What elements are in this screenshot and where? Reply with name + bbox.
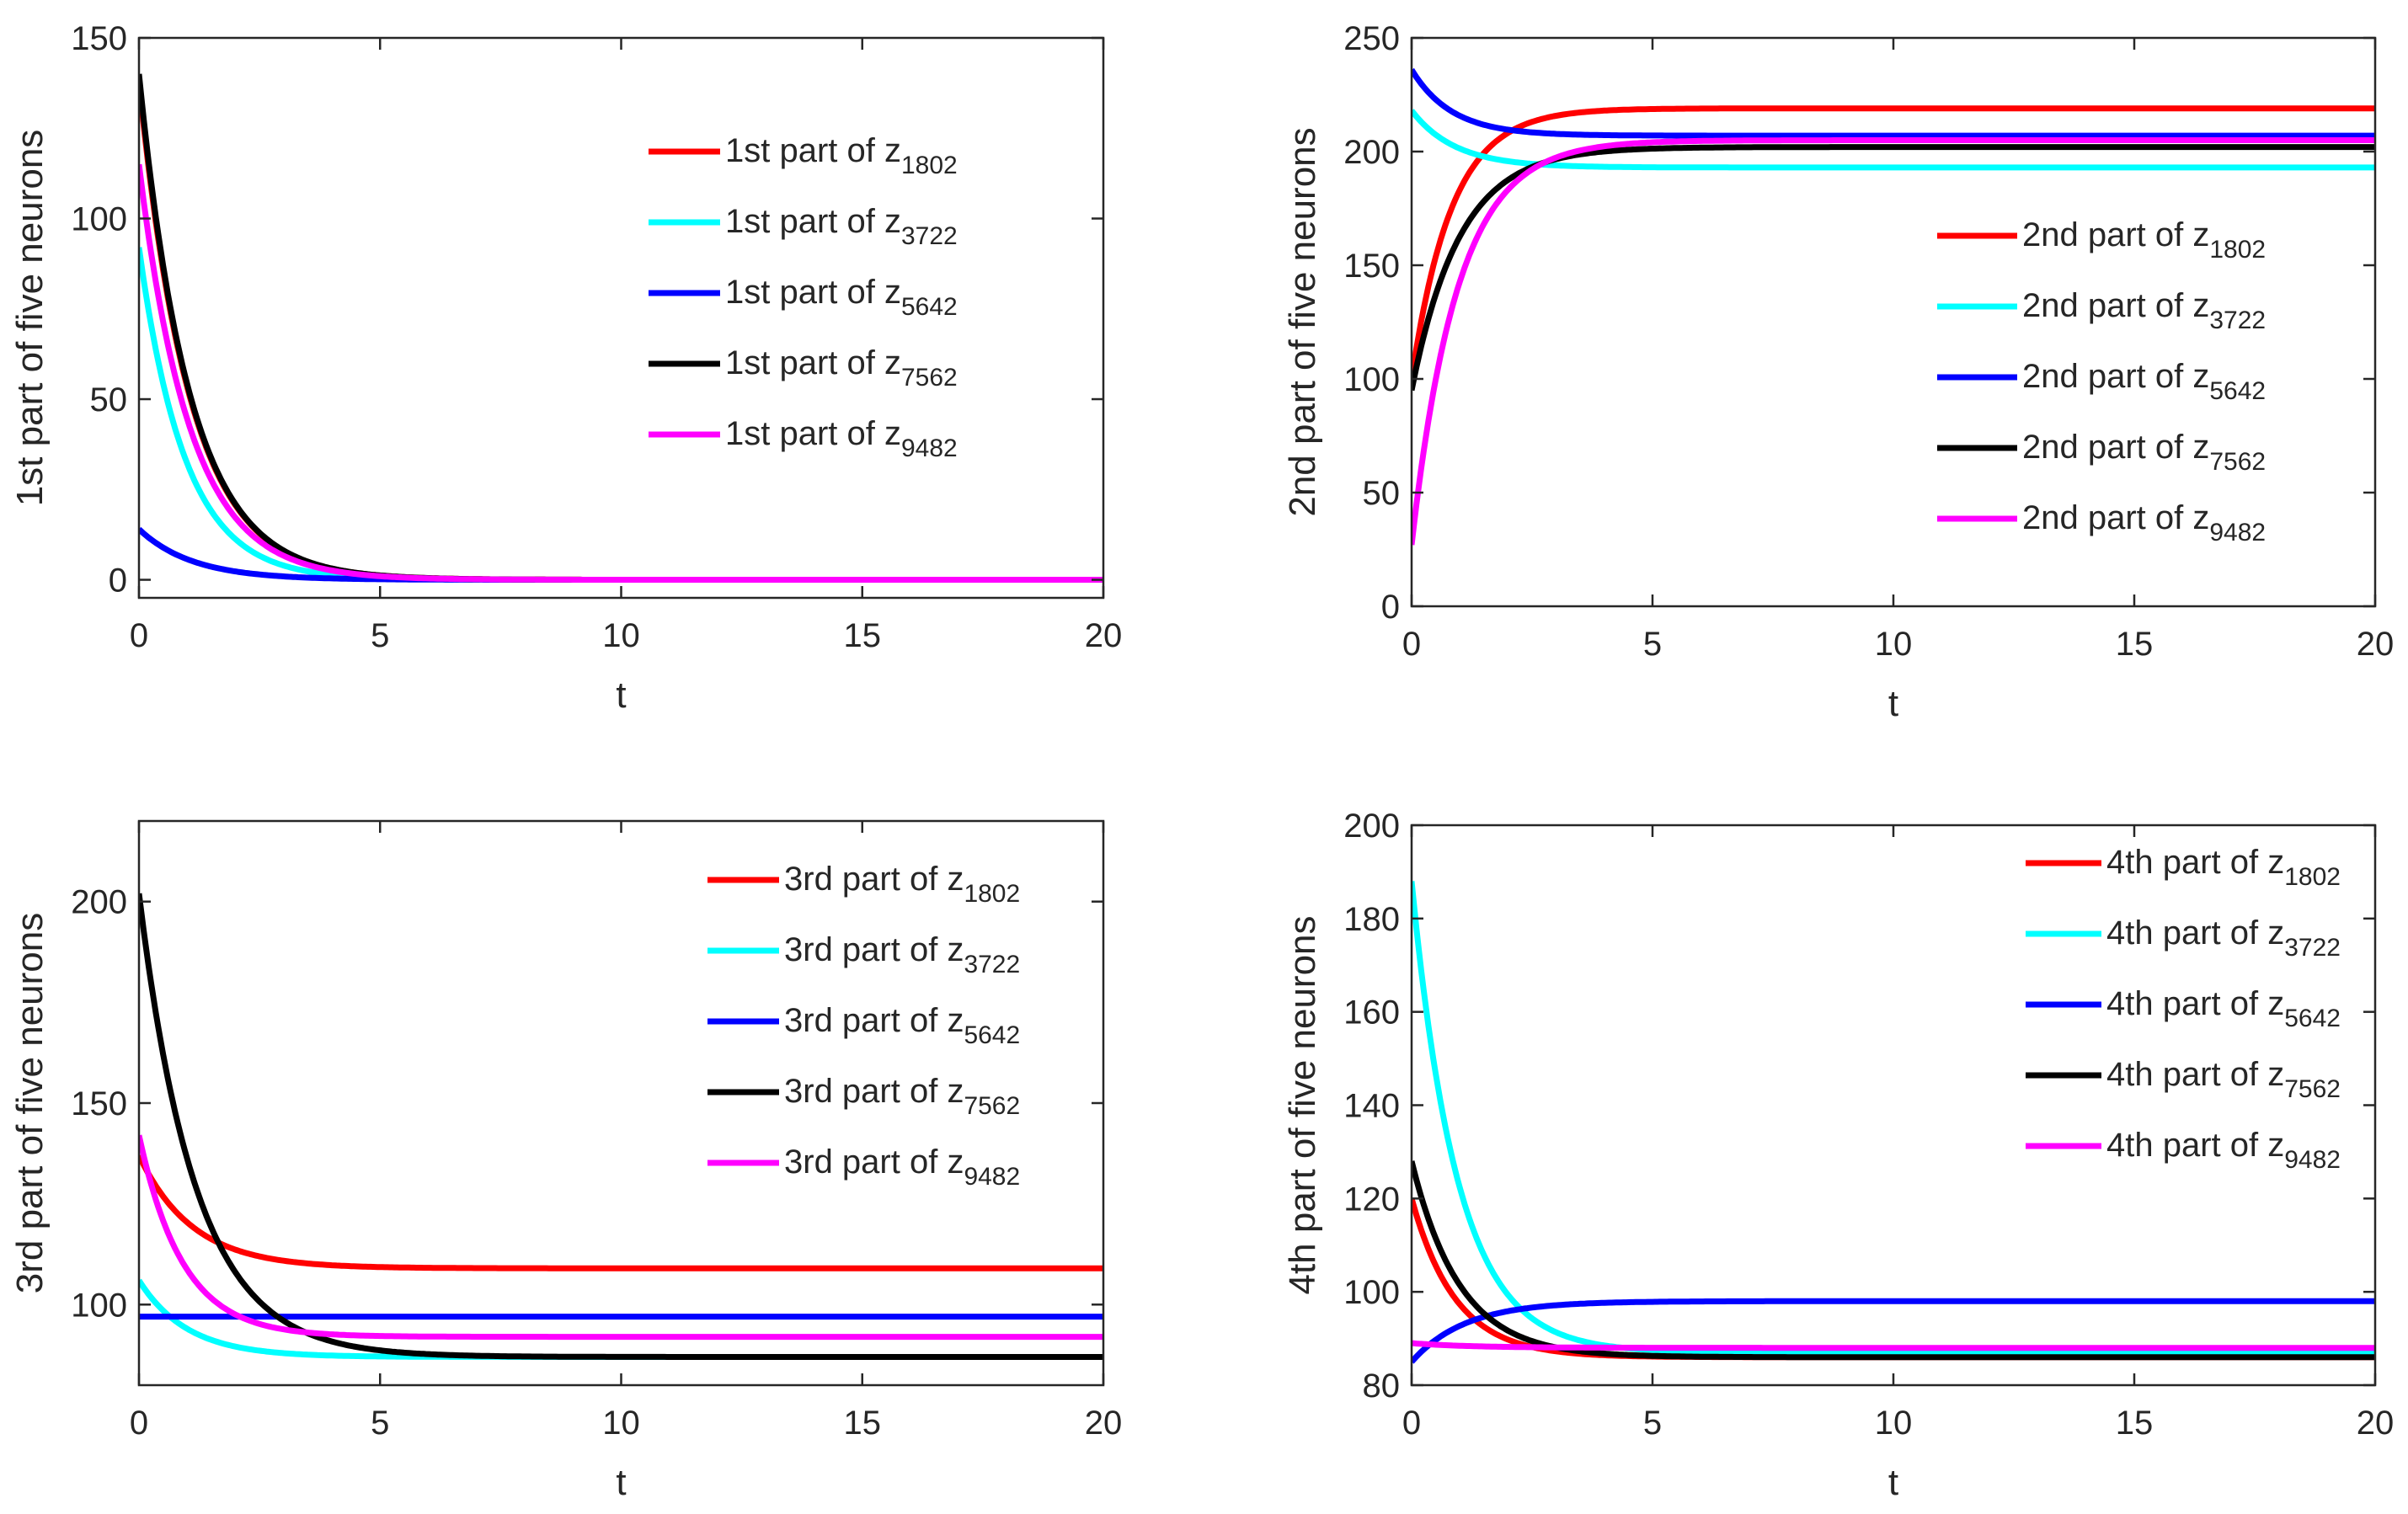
y-tick-label: 150 [71,20,127,57]
legend-subscript: 5642 [901,293,958,321]
y-axis-label: 2nd part of five neurons [1282,127,1323,516]
y-axis-label: 4th part of five neurons [1282,915,1323,1294]
y-tick-label: 200 [71,884,127,921]
series-line-z9482 [1412,137,2375,546]
chart-panel-1: 0 5 10 15 20 0 50 100 150 t 1st part of five neuro… [9,20,1122,716]
legend-subscript: 7562 [901,364,958,392]
y-tick-label: 100 [1343,1274,1400,1311]
y-tick-label: 140 [1343,1088,1400,1125]
series-line-z5642 [1412,1298,2375,1364]
x-tick-label: 20 [1085,1405,1123,1442]
x-axis-label: t [1888,1462,1898,1503]
y-tick-label: 50 [90,381,128,418]
y-tick-label: 50 [1363,475,1401,512]
legend-subscript: 7562 [964,1092,1020,1120]
legend-subscript: 1802 [901,152,958,179]
legend-subscript: 3722 [901,222,958,250]
series-line-z3722 [1412,881,2375,1356]
x-tick-label: 0 [130,1405,148,1442]
y-axis-label: 3rd part of five neurons [9,913,51,1293]
legend-subscript: 5642 [2284,1005,2341,1032]
series-line-z7562 [1412,144,2375,392]
legend-subscript: 5642 [2209,377,2266,405]
x-tick-label: 20 [1085,617,1123,654]
x-axis-label: t [1888,683,1898,724]
y-tick-label: 150 [1343,248,1400,285]
x-tick-label: 10 [602,617,640,654]
x-tick-label: 20 [2357,626,2395,663]
legend-subscript: 9482 [901,434,958,462]
x-tick-label: 5 [371,1405,389,1442]
series-line-z9482 [139,163,1103,583]
x-tick-label: 0 [130,617,148,654]
y-tick-label: 0 [109,562,127,600]
x-tick-label: 15 [2116,1405,2154,1442]
legend-subscript: 3722 [2209,307,2266,334]
x-tick-label: 10 [602,1405,640,1442]
series-lines [1412,67,2375,546]
legend-subscript: 3722 [964,951,1020,978]
legend-subscript: 1802 [964,880,1020,908]
x-tick-label: 15 [844,1405,882,1442]
legend-subscript: 5642 [964,1021,1020,1049]
x-tick-label: 0 [1402,626,1421,663]
series-lines [1412,881,2375,1364]
legend-subscript: 9482 [2284,1146,2341,1174]
series-line-z1802 [1412,105,2375,380]
x-tick-label: 15 [2116,626,2154,663]
y-tick-label: 200 [1343,134,1400,171]
y-tick-label: 200 [1343,808,1400,845]
series-lines [139,73,1103,583]
legend-subscript: 1802 [2284,863,2341,891]
x-tick-label: 0 [1402,1405,1421,1442]
legend-subscript: 9482 [2209,519,2266,546]
series-line-z1802 [139,1154,1103,1271]
y-tick-label: 180 [1343,901,1400,938]
series-line-z3722 [1412,109,2375,171]
y-tick-label: 160 [1343,994,1400,1032]
y-tick-label: 100 [1343,361,1400,398]
y-tick-label: 0 [1381,589,1400,626]
x-tick-label: 5 [371,617,389,654]
x-tick-label: 5 [1643,626,1662,663]
series-line-z5642 [1412,67,2375,139]
y-tick-label: 100 [71,1287,127,1324]
y-tick-label: 80 [1363,1367,1401,1405]
series-lines [139,893,1103,1360]
x-tick-label: 15 [844,617,882,654]
x-tick-label: 10 [1875,1405,1913,1442]
y-tick-label: 120 [1343,1181,1400,1218]
legend-subscript: 7562 [2209,448,2266,476]
y-tick-label: 100 [71,201,127,238]
legend-subscript: 9482 [964,1163,1020,1191]
x-tick-label: 5 [1643,1405,1662,1442]
series-line-z9482 [139,1134,1103,1341]
legend-subscript: 7562 [2284,1075,2341,1103]
series-line-z9482 [1412,1340,2375,1351]
legend-subscript: 3722 [2284,934,2341,962]
x-axis-label: t [616,1462,626,1503]
x-axis-label: t [616,674,626,716]
y-tick-label: 150 [71,1085,127,1122]
y-axis-label: 1st part of five neurons [9,130,51,507]
x-tick-label: 20 [2357,1405,2395,1442]
x-tick-label: 10 [1875,626,1913,663]
legend-subscript: 1802 [2209,236,2266,264]
y-tick-label: 250 [1343,20,1400,57]
